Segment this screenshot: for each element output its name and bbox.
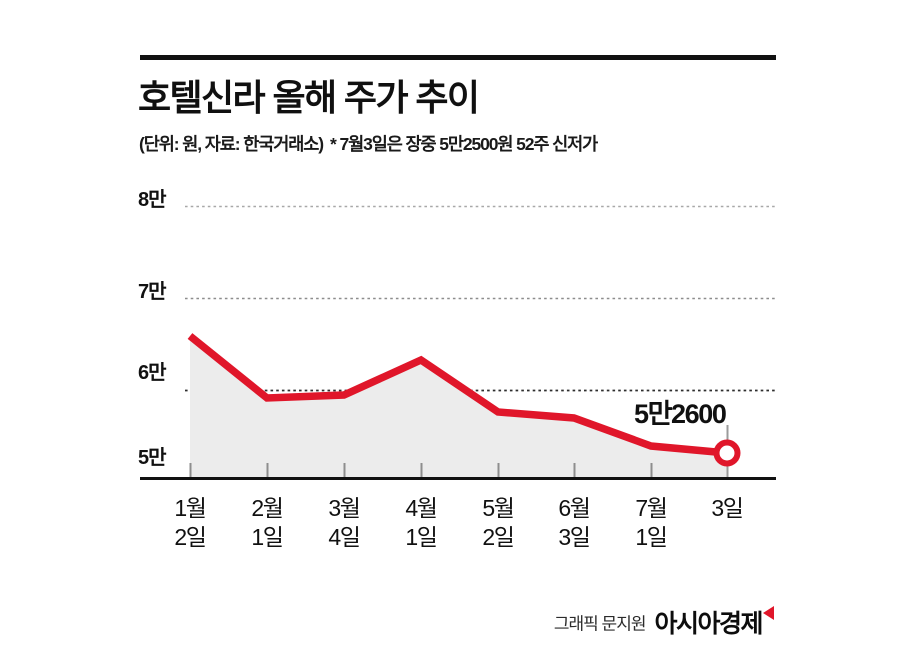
x-axis-label-6-month: 7월 [635,495,668,521]
y-axis-label-50000: 5만 [138,447,167,469]
x-axis-label-5-month: 6월 [558,495,591,521]
y-axis-label-70000: 7만 [138,281,167,303]
graphic-credit: 그래픽 문지원 [553,614,647,634]
x-axis-label-0: 1월 2일 [150,494,230,553]
publisher-name: 아시아경제 [654,610,763,638]
x-axis-label-1-day: 1일 [251,524,284,551]
chart-footnote: * 7월3일은 장중 5만2500원 52주 신저가 [329,134,598,154]
chart-subtitle: (단위: 원, 자료: 한국거래소) * 7월3일은 장중 5만2500원 52주… [139,131,598,156]
x-axis-label-6-day: 1일 [635,524,668,551]
header-rule [140,55,776,60]
x-axis-label-0-month: 1월 [174,495,207,521]
x-axis-label-6: 7월 1일 [611,494,691,553]
latest-value-label: 5만2600 [634,399,727,429]
chart-unit-source: (단위: 원, 자료: 한국거래소) [139,134,324,154]
x-axis-label-4-month: 5월 [482,495,515,521]
x-axis-label-5: 6월 3일 [534,494,614,553]
x-axis-label-1: 2월 1일 [227,494,307,553]
x-axis-label-2-day: 4일 [328,524,361,551]
endpoint-marker [713,439,741,467]
page-title: 호텔신라 올해 주가 추이 [138,77,480,118]
x-axis-label-2: 3월 4일 [304,494,384,553]
x-axis-label-3: 4월 1일 [381,494,461,553]
x-axis-label-7-month: 3일 [711,495,744,521]
y-axis-label-80000: 8만 [138,189,167,211]
x-axis-label-3-day: 1일 [405,524,438,551]
x-axis-label-0-day: 2일 [174,524,207,551]
footer: 그래픽 문지원 아시아경제 [0,604,900,644]
area-fill [190,336,727,478]
x-axis-label-2-month: 3월 [328,495,361,521]
x-axis-label-1-month: 2월 [251,495,284,521]
x-axis-label-7: 3일 [687,494,767,523]
y-axis-label-60000: 6만 [138,362,167,384]
x-axis-label-4-day: 2일 [482,524,515,551]
x-axis-label-3-month: 4월 [405,495,438,521]
price-line [187,333,728,457]
x-axis-label-4: 5월 2일 [458,494,538,553]
triangle-left-icon [763,606,774,620]
x-axis-label-5-day: 3일 [558,524,591,551]
